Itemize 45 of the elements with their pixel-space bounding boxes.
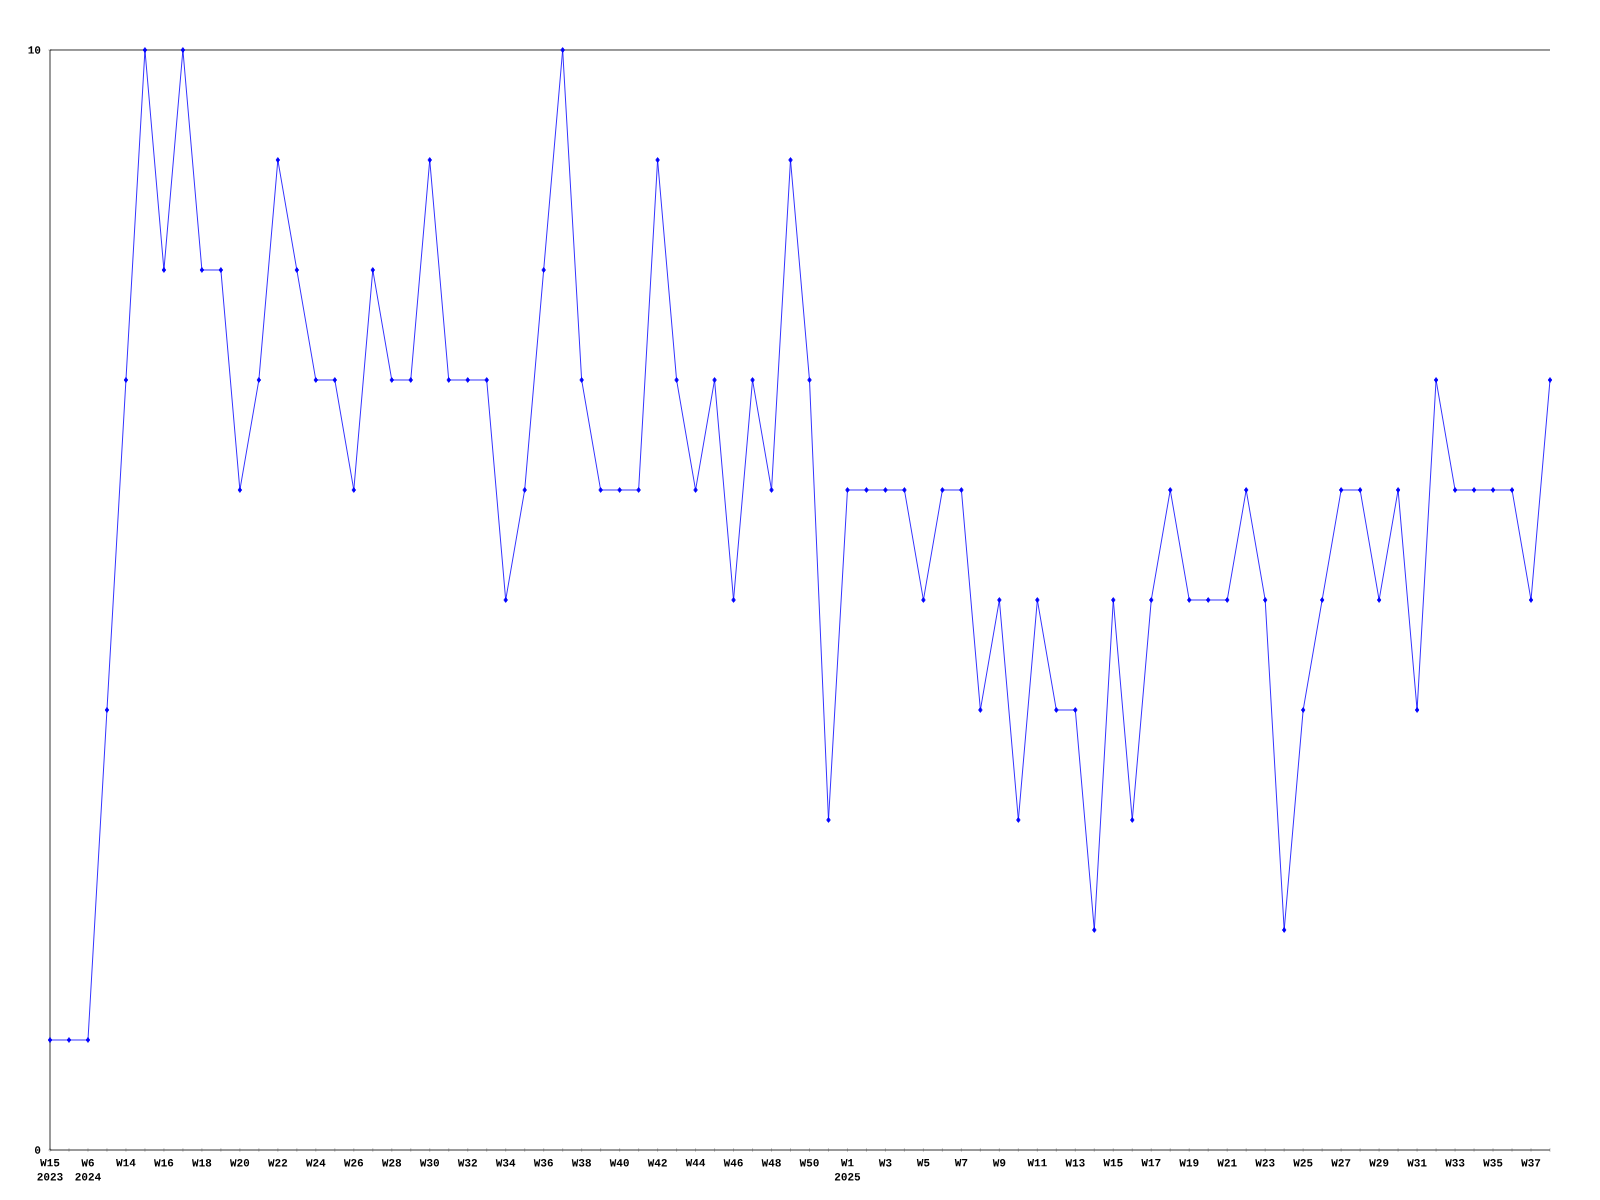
x-tick-label: W23 [1255,1159,1275,1167]
x-tick-label: W5 [916,1159,930,1167]
text: 2024 [75,1173,101,1181]
x-tick-label: W34 [495,1159,516,1167]
x-tick-label: W26 [343,1159,364,1167]
x-tick-label: W36 [533,1159,553,1167]
x-tick-label: W31 [1407,1159,1427,1167]
x-tick-label: W17 [1141,1159,1161,1167]
x-tick-label: W30 [419,1159,440,1167]
x-tick-label: W33 [1445,1159,1465,1167]
x-tick-label: W24 [305,1159,326,1167]
x-tick-label: W3 [878,1159,892,1167]
x-tick-label: W20 [229,1159,250,1167]
x-tick-label: W11 [1027,1159,1047,1167]
y-tick-label: 0 [34,1146,41,1154]
x-tick-label: W48 [761,1159,781,1167]
x-tick-label: W27 [1331,1159,1351,1167]
x-tick-label: W1 [840,1159,854,1167]
x-tick-label: W22 [267,1159,288,1167]
x-tick-label: W32 [457,1159,477,1167]
text: 2025 [834,1173,861,1181]
x-tick-label: W50 [799,1159,819,1167]
x-tick-label: W14 [116,1159,136,1167]
x-tick-label: W44 [685,1159,706,1167]
x-tick-label: W28 [381,1159,402,1167]
x-tick-label: W35 [1483,1159,1503,1167]
x-tick-label: W16 [154,1159,174,1167]
x-tick-label: W40 [609,1159,629,1167]
x-tick-label: W19 [1179,1159,1199,1167]
x-tick-label: W37 [1521,1159,1541,1167]
text: 2023 [37,1173,63,1181]
x-tick-label: W6 [81,1159,94,1167]
x-tick-label: W21 [1217,1159,1237,1167]
x-tick-label: W25 [1293,1159,1313,1167]
x-tick-label: W15 [40,1159,60,1167]
x-tick-label: W15 [1103,1159,1123,1167]
y-tick-label: 10 [28,46,41,54]
x-tick-label: W9 [992,1159,1006,1167]
x-tick-label: W7 [954,1159,968,1167]
x-tick-label: W13 [1065,1159,1085,1167]
x-tick-label: W46 [723,1159,743,1167]
x-tick-label: W18 [192,1159,212,1167]
x-tick-label: W38 [571,1159,591,1167]
x-tick-label: W42 [647,1159,667,1167]
x-tick-label: W29 [1369,1159,1389,1167]
